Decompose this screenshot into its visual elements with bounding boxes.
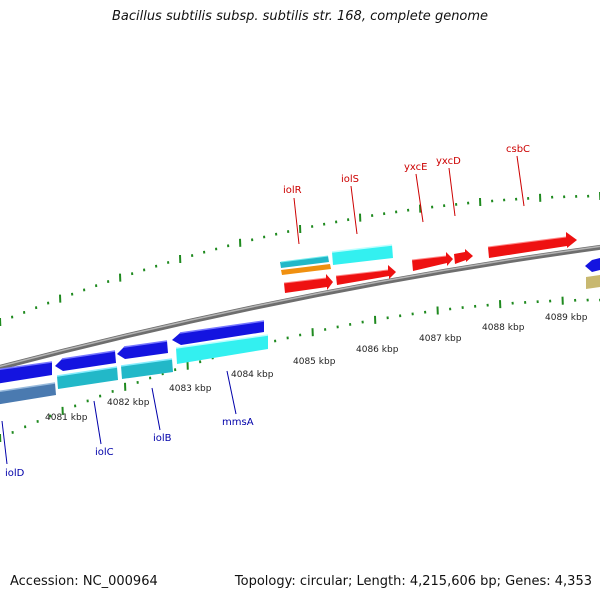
accession-text: Accession: NC_000964 bbox=[10, 574, 158, 589]
gene-labels: iolR iolS yxcE yxcD csbC iolD iolC iolB … bbox=[5, 144, 530, 479]
feature-iolR-red[interactable] bbox=[283, 274, 333, 293]
feature-iolB-blue[interactable] bbox=[117, 340, 168, 359]
feature-mmsA-cyan[interactable] bbox=[175, 334, 269, 364]
feature-yxcE[interactable] bbox=[411, 252, 453, 271]
tick-label-4088: 4088 kbp bbox=[482, 323, 525, 333]
gene-label-iolD[interactable]: iolD bbox=[5, 468, 25, 479]
feature-iolD-steel[interactable] bbox=[0, 382, 56, 405]
inner-tick-ring bbox=[0, 296, 600, 443]
gene-label-iolC[interactable]: iolC bbox=[95, 447, 114, 458]
feature-iolS-red[interactable] bbox=[335, 265, 396, 285]
label-leaders bbox=[1, 155, 525, 465]
outer-tick-ring bbox=[0, 192, 600, 327]
gene-label-yxcD[interactable]: yxcD bbox=[436, 156, 461, 167]
tick-label-4085: 4085 kbp bbox=[293, 357, 336, 367]
tick-label-4087: 4087 kbp bbox=[419, 334, 462, 344]
tick-label-4082: 4082 kbp bbox=[107, 398, 150, 408]
reverse-strand-features bbox=[0, 320, 269, 405]
genome-backbone bbox=[0, 244, 600, 370]
gene-label-iolR[interactable]: iolR bbox=[283, 185, 302, 196]
feature-right-edge-blue[interactable] bbox=[585, 258, 600, 272]
feature-right-edge-khaki[interactable] bbox=[586, 275, 600, 289]
feature-csbC[interactable] bbox=[487, 232, 577, 258]
tick-label-4083: 4083 kbp bbox=[169, 384, 212, 394]
feature-iolC-cyan[interactable] bbox=[56, 366, 118, 389]
gene-label-yxcE[interactable]: yxcE bbox=[404, 162, 427, 173]
feature-yxcD[interactable] bbox=[454, 249, 473, 264]
feature-iolC-blue[interactable] bbox=[55, 350, 116, 371]
map-title: Bacillus subtilis subsp. subtilis str. 1… bbox=[111, 9, 489, 24]
feature-iolB-cyan[interactable] bbox=[120, 358, 173, 379]
gene-label-mmsA[interactable]: mmsA bbox=[222, 417, 254, 428]
gene-label-csbC[interactable]: csbC bbox=[506, 144, 530, 155]
tick-label-4086: 4086 kbp bbox=[356, 345, 399, 355]
gene-label-iolB[interactable]: iolB bbox=[153, 433, 172, 444]
tick-label-4081: 4081 kbp bbox=[45, 413, 88, 423]
feature-iolD-blue[interactable] bbox=[0, 361, 53, 384]
topology-text: Topology: circular; Length: 4,215,606 bp… bbox=[234, 574, 592, 589]
feature-mmsA-blue[interactable] bbox=[172, 320, 265, 345]
forward-strand-features bbox=[280, 232, 600, 293]
feature-iolR[interactable] bbox=[280, 255, 331, 275]
tick-label-4084: 4084 kbp bbox=[231, 370, 274, 380]
kbp-tick-labels: 4081 kbp 4082 kbp 4083 kbp 4084 kbp 4085… bbox=[45, 313, 588, 423]
feature-iolS-upper[interactable] bbox=[331, 244, 393, 265]
gene-label-iolS[interactable]: iolS bbox=[341, 174, 359, 185]
tick-label-4089: 4089 kbp bbox=[545, 313, 588, 323]
